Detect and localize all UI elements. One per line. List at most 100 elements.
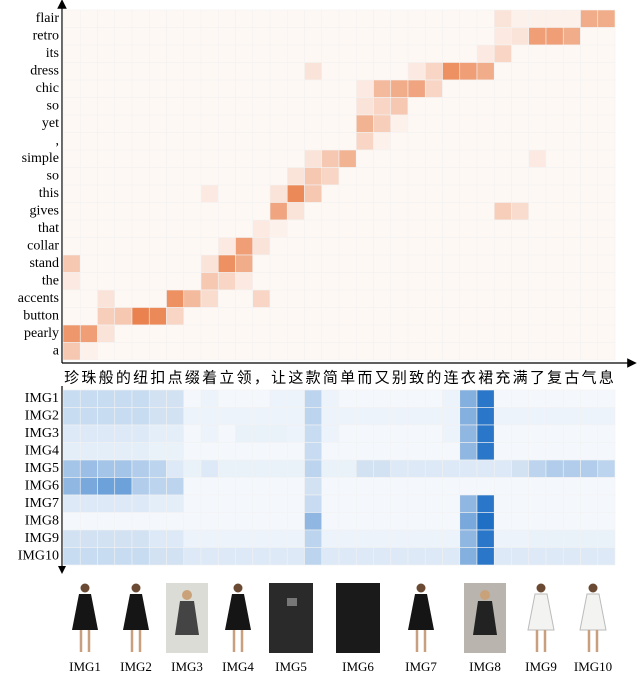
heatmap-cell	[115, 168, 132, 186]
heatmap-cell	[529, 133, 546, 151]
heatmap-cell	[270, 150, 287, 168]
heatmap-cell	[391, 10, 408, 28]
heatmap-cell	[339, 203, 356, 221]
heatmap-cell	[115, 343, 132, 361]
row-label: the	[42, 273, 59, 288]
column-label: 古	[564, 369, 579, 386]
row-label: IMG4	[25, 443, 59, 458]
axis-arrow	[58, 566, 66, 574]
heatmap-cell	[512, 185, 529, 203]
heatmap-cell	[287, 150, 304, 168]
heatmap-cell	[425, 255, 442, 273]
heatmap-cell	[236, 185, 253, 203]
heatmap-cell	[512, 495, 529, 513]
thumbnail-head	[132, 584, 141, 593]
heatmap-cell	[374, 443, 391, 461]
heatmap-cell	[563, 530, 580, 548]
heatmap-cell	[408, 513, 425, 531]
heatmap-cell	[374, 408, 391, 426]
heatmap-cell	[167, 548, 184, 566]
thumbnail-caption: IMG2	[120, 659, 152, 674]
heatmap-cell	[218, 495, 235, 513]
heatmap-cell	[529, 308, 546, 326]
heatmap-cell	[598, 28, 615, 46]
heatmap-cell	[322, 290, 339, 308]
heatmap-cell	[218, 63, 235, 81]
heatmap-cell	[339, 513, 356, 531]
heatmap-cell	[115, 238, 132, 256]
heatmap-cell	[477, 530, 494, 548]
thumbnail-head	[417, 584, 426, 593]
heatmap-cell	[287, 513, 304, 531]
heatmap-cell	[132, 478, 149, 496]
heatmap-cell	[322, 185, 339, 203]
heatmap-cell	[477, 460, 494, 478]
heatmap-cell	[356, 548, 373, 566]
heatmap-cell	[167, 460, 184, 478]
heatmap-cell	[391, 28, 408, 46]
heatmap-cell	[374, 150, 391, 168]
heatmap-cell	[339, 185, 356, 203]
heatmap-cell	[322, 408, 339, 426]
heatmap-cell	[374, 115, 391, 133]
heatmap-cell	[253, 513, 270, 531]
heatmap-cell	[512, 408, 529, 426]
heatmap-cell	[184, 150, 201, 168]
heatmap-cell	[167, 513, 184, 531]
heatmap-cell	[270, 443, 287, 461]
heatmap-cell	[581, 150, 598, 168]
heatmap-cell	[408, 115, 425, 133]
heatmap-cell	[374, 203, 391, 221]
heatmap-cell	[477, 425, 494, 443]
heatmap-cell	[339, 115, 356, 133]
row-label: gives	[29, 203, 59, 218]
heatmap-cell	[80, 425, 97, 443]
heatmap-cell	[98, 325, 115, 343]
heatmap-cell	[167, 10, 184, 28]
heatmap-cell	[149, 478, 166, 496]
heatmap-cell	[63, 63, 80, 81]
heatmap-cell	[63, 45, 80, 63]
heatmap-cell	[529, 45, 546, 63]
heatmap-cell	[391, 548, 408, 566]
heatmap-cell	[581, 255, 598, 273]
heatmap-cell	[218, 133, 235, 151]
heatmap-cell	[425, 308, 442, 326]
heatmap-cell	[563, 185, 580, 203]
column-label: 纽	[133, 369, 148, 386]
heatmap-cell	[374, 460, 391, 478]
heatmap-cell	[322, 98, 339, 116]
heatmap-cell	[80, 343, 97, 361]
heatmap-cell	[460, 478, 477, 496]
heatmap-cell	[270, 425, 287, 443]
heatmap-cell	[460, 308, 477, 326]
row-label: that	[38, 221, 59, 236]
heatmap-cell	[477, 495, 494, 513]
heatmap-cell	[529, 115, 546, 133]
heatmap-cell	[236, 408, 253, 426]
heatmap-cell	[149, 460, 166, 478]
heatmap-cell	[322, 150, 339, 168]
heatmap-cell	[115, 548, 132, 566]
heatmap-cell	[218, 168, 235, 186]
heatmap-cell	[494, 460, 511, 478]
heatmap-cell	[149, 425, 166, 443]
heatmap-cell	[201, 308, 218, 326]
heatmap-cell	[391, 98, 408, 116]
heatmap-cell	[460, 185, 477, 203]
thumbnail-caption: IMG10	[574, 659, 612, 674]
heatmap-cell	[167, 273, 184, 291]
heatmap-cell	[512, 390, 529, 408]
heatmap-cell	[443, 325, 460, 343]
heatmap-cell	[425, 443, 442, 461]
heatmap-cell	[236, 343, 253, 361]
heatmap-cell	[149, 45, 166, 63]
heatmap-cell	[477, 220, 494, 238]
heatmap-cell	[356, 185, 373, 203]
heatmap-cell	[236, 325, 253, 343]
heatmap-cell	[132, 255, 149, 273]
heatmap-cell	[80, 408, 97, 426]
heatmap-cell	[374, 513, 391, 531]
heatmap-cell	[460, 10, 477, 28]
heatmap-cell	[270, 343, 287, 361]
